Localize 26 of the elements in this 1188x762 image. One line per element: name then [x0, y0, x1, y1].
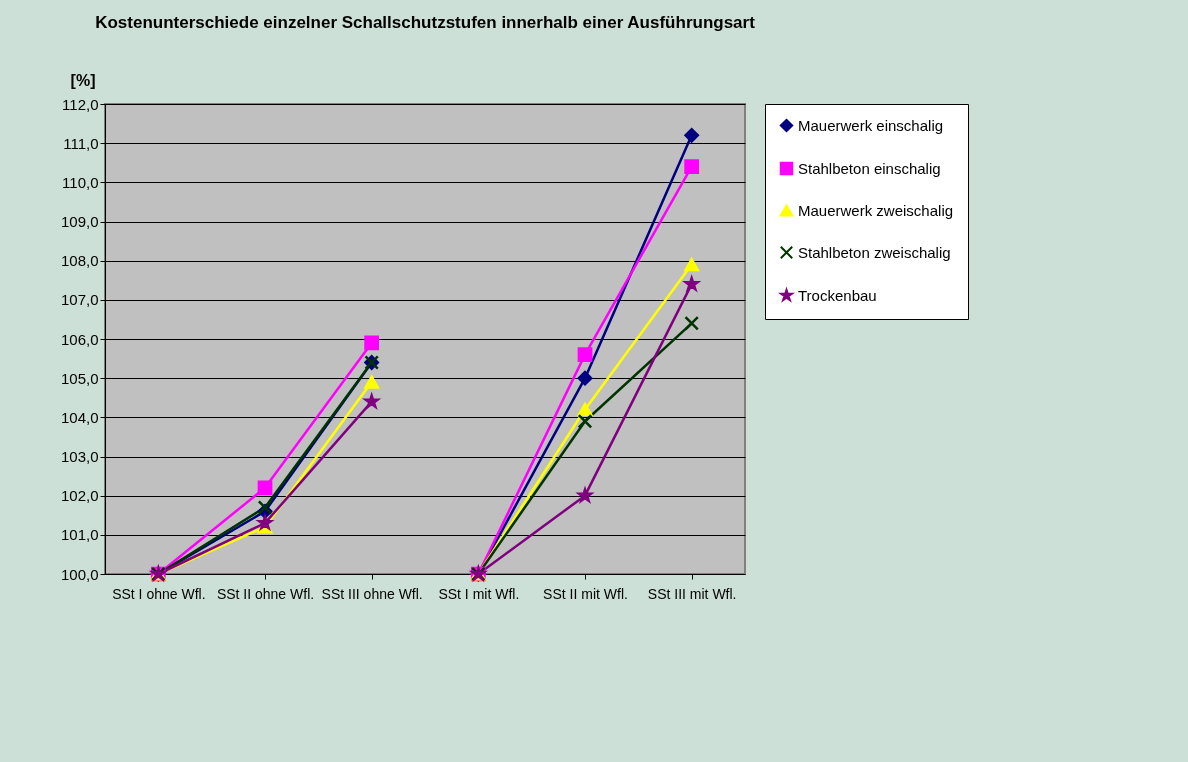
- y-tick-label: 102,0: [60, 487, 99, 505]
- chart-title: Kostenunterschiede einzelner Schallschutzstufen innerhalb einer Ausführungsart: [95, 13, 756, 32]
- y-tick-label: 101,0: [60, 526, 99, 544]
- y-tick-label: 112,0: [62, 95, 99, 113]
- legend-label: Mauerwerk zweischalig: [798, 201, 954, 219]
- y-tick-label: 110,0: [62, 173, 99, 191]
- y-tick-label: 111,0: [63, 134, 99, 152]
- y-tick-label: 107,0: [60, 291, 99, 309]
- x-tick-label: SSt III mit Wfl.: [647, 585, 737, 602]
- y-tick-label: 109,0: [60, 213, 99, 230]
- legend-label: Mauerwerk einschalig: [798, 116, 944, 134]
- y-tick-label: 100,0: [60, 565, 99, 583]
- x-tick-label: SSt II ohne Wfl.: [216, 585, 315, 602]
- y-axis-title: [%]: [70, 71, 96, 89]
- legend-label: Stahlbeton einschalig: [798, 159, 941, 177]
- x-tick-label: SSt I mit Wfl.: [438, 585, 520, 602]
- y-tick-label: 105,0: [60, 369, 99, 387]
- y-tick-label: 106,0: [60, 330, 99, 348]
- y-tick-label: 104,0: [60, 408, 99, 426]
- y-tick-label: 108,0: [60, 252, 99, 270]
- x-tick-label: SSt II mit Wfl.: [543, 585, 628, 602]
- y-tick-label: 103,0: [60, 448, 99, 465]
- legend-label: Trockenbau: [798, 286, 877, 304]
- legend-label: Stahlbeton zweischalig: [798, 243, 951, 261]
- x-tick-label: SSt I ohne Wfl.: [112, 585, 206, 602]
- x-tick-label: SSt III ohne Wfl.: [321, 585, 423, 602]
